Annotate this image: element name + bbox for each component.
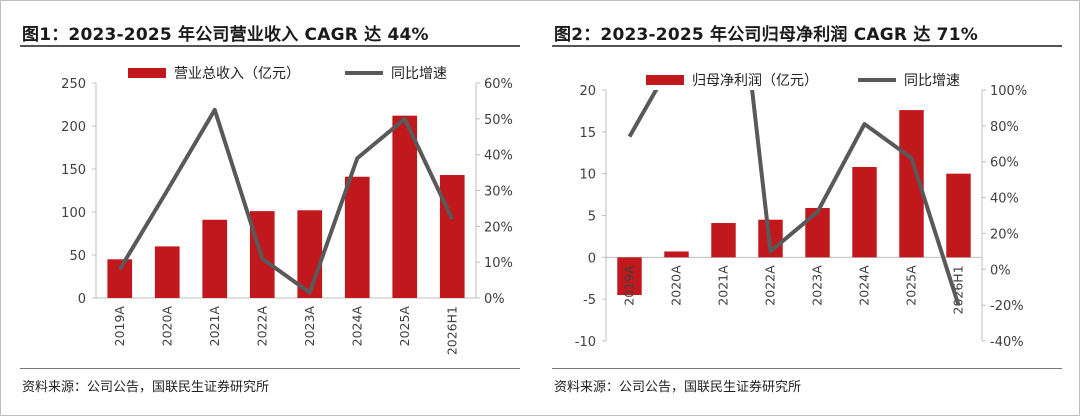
bar: [711, 223, 736, 258]
source-divider: [552, 368, 1062, 369]
left-axis-tick-label: 20: [579, 84, 596, 99]
chart-title: 图1：2023-2025 年公司营业收入 CAGR 达 44%: [22, 25, 429, 45]
x-axis-tick-label: 2024A: [349, 306, 364, 347]
right-axis-tick-label: 80%: [990, 120, 1019, 135]
source-note: 资料来源：公司公告，国联民生证券研究所: [554, 380, 802, 395]
x-axis-tick-label: 2023A: [302, 306, 317, 347]
x-axis-tick-label: 2021A: [716, 265, 731, 306]
right-axis-tick-label: 0%: [990, 263, 1011, 278]
legend-swatch-bar: [128, 68, 166, 78]
x-axis-tick-label: 2025A: [904, 265, 919, 306]
right-axis-tick-label: -40%: [990, 335, 1024, 350]
x-axis-tick-label: 2023A: [810, 265, 825, 306]
chart-title: 图2：2023-2025 年公司归母净利润 CAGR 达 71%: [554, 25, 978, 45]
bar: [617, 257, 642, 295]
left-axis-tick-label: 50: [69, 249, 86, 264]
revenue-chart: 0 50 100 150 200 250 0% 10% 20% 30% 40% 50% 60% 2019A…: [61, 66, 513, 355]
left-axis-tick-label: 200: [61, 120, 86, 135]
legend-label: 同比增速: [391, 66, 447, 82]
x-axis-tick-label: 2020A: [669, 265, 684, 306]
right-axis-tick-label: 100%: [990, 84, 1027, 99]
left-axis-tick-label: 5: [588, 210, 596, 225]
right-axis-tick-label: 60%: [990, 156, 1019, 171]
left-axis-tick-label: 0: [78, 292, 86, 307]
left-axis-tick-label: 15: [579, 126, 596, 141]
bar: [297, 210, 323, 298]
bar: [439, 175, 465, 298]
bar: [805, 207, 830, 258]
left-axis-tick-label: -10: [575, 335, 596, 350]
left-axis-tick-label: 0: [588, 251, 596, 266]
bar: [202, 219, 228, 298]
bar: [852, 166, 877, 258]
x-axis-tick-label: 2020A: [159, 306, 174, 347]
bar: [946, 173, 971, 258]
right-axis-tick-label: 20%: [484, 220, 513, 235]
bar: [344, 176, 370, 298]
right-axis-tick-label: 20%: [990, 227, 1019, 242]
growth-rate-line: [627, 90, 961, 306]
left-axis-tick-label: 10: [579, 168, 596, 183]
legend-label: 归母净利润（亿元）: [692, 72, 818, 89]
growth-rate-line: [118, 107, 455, 295]
net-profit-chart: -10 -5 0 5 10 15 20 -40% -20% 0% 20% 40% 60% 80% 100% 2…: [575, 72, 1027, 350]
right-axis-tick-label: 40%: [484, 149, 513, 164]
x-axis-tick-label: 2024A: [857, 265, 872, 306]
title-underline: [552, 45, 1062, 47]
right-axis-tick-label: 30%: [484, 185, 513, 200]
x-axis-tick-label: 2021A: [207, 306, 222, 347]
chart-panel-net-profit: 图2：2023-2025 年公司归母净利润 CAGR 达 71% -10 -5 0 5…: [540, 0, 1080, 416]
left-axis-tick-label: -5: [583, 293, 596, 308]
left-axis-tick-label: 150: [61, 163, 86, 178]
x-axis-tick-label: 2026H1: [444, 306, 459, 355]
x-axis-tick-label: 2025A: [397, 306, 412, 347]
bar: [392, 115, 418, 299]
right-axis-tick-label: 50%: [484, 113, 513, 128]
x-axis-tick-label: 2022A: [254, 306, 269, 347]
source-note: 资料来源：公司公告，国联民生证券研究所: [22, 380, 270, 395]
right-axis-tick-label: 60%: [484, 77, 513, 92]
bar: [664, 251, 689, 258]
x-axis-tick-label: 2019A: [112, 306, 127, 347]
left-axis-tick-label: 100: [61, 206, 86, 221]
right-axis-tick-label: 10%: [484, 256, 513, 271]
x-axis-tick-label: 2019A: [622, 265, 637, 306]
right-axis-tick-label: 0%: [484, 292, 505, 307]
bar: [154, 246, 180, 298]
legend-swatch-bar: [646, 75, 684, 85]
source-divider: [20, 368, 520, 369]
x-axis-tick-label: 2022A: [763, 265, 778, 306]
legend-label: 同比增速: [904, 73, 960, 89]
legend-label: 营业总收入（亿元）: [174, 66, 300, 82]
left-axis-tick-label: 250: [61, 77, 86, 92]
title-underline: [20, 45, 520, 47]
chart-panel-revenue: 图1：2023-2025 年公司营业收入 CAGR 达 44% 0 50 100 15…: [20, 25, 520, 395]
right-axis-tick-label: 40%: [990, 192, 1019, 207]
right-axis-tick-label: -20%: [990, 299, 1024, 314]
bar: [107, 259, 133, 298]
x-axis-tick-label: 2026H1: [951, 265, 966, 314]
